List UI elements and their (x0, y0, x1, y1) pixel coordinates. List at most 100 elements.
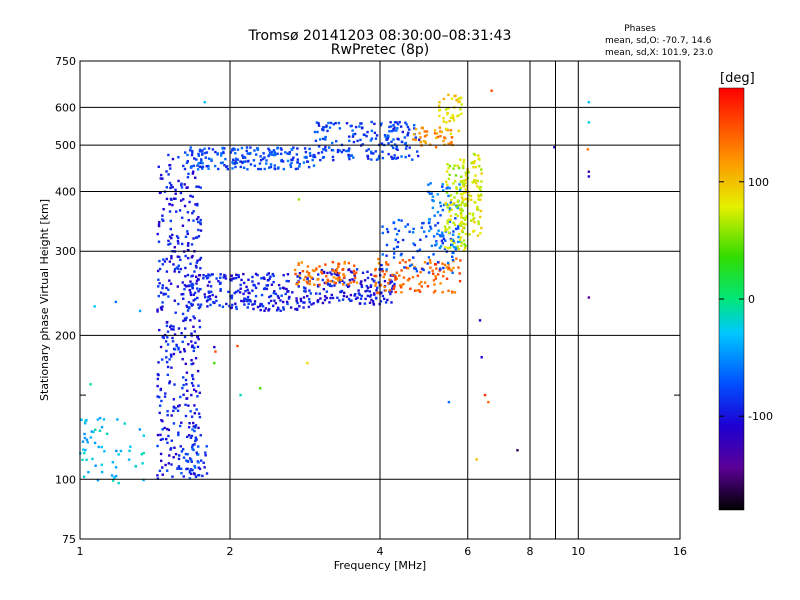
data-point (110, 474, 114, 477)
data-point (186, 160, 190, 163)
data-point (160, 399, 163, 403)
data-point (461, 201, 464, 204)
data-point (390, 129, 394, 133)
data-point (460, 220, 463, 224)
data-point (159, 433, 162, 437)
data-point (420, 285, 424, 288)
data-point (205, 472, 209, 475)
data-point (442, 266, 445, 270)
data-point (453, 291, 457, 294)
data-point (371, 278, 374, 281)
data-point (359, 282, 362, 285)
data-point (196, 204, 199, 207)
data-point (360, 294, 363, 298)
data-point (446, 206, 449, 209)
data-point (204, 451, 207, 454)
data-point (197, 220, 200, 224)
data-point (366, 294, 370, 298)
data-point (448, 210, 451, 213)
data-point (370, 120, 373, 124)
data-point (280, 158, 283, 162)
data-point (307, 165, 311, 169)
data-point (165, 324, 169, 328)
data-point (194, 475, 198, 479)
data-point (335, 277, 338, 280)
data-point (452, 230, 455, 233)
data-point (456, 206, 460, 210)
data-point (384, 301, 388, 304)
data-point (192, 421, 195, 425)
data-point (370, 298, 373, 302)
data-point (286, 152, 289, 155)
data-point (297, 198, 301, 201)
data-point (166, 330, 170, 333)
data-point (163, 426, 166, 430)
data-point (319, 297, 322, 300)
data-point (199, 434, 202, 437)
data-point (83, 432, 86, 436)
data-point (477, 198, 480, 201)
data-point (442, 270, 445, 274)
data-point (256, 305, 260, 309)
data-point (480, 226, 483, 230)
data-point (335, 267, 339, 271)
data-point (190, 434, 194, 438)
data-point (407, 154, 411, 157)
data-point (271, 304, 275, 308)
data-point (360, 285, 364, 289)
data-point (388, 125, 391, 129)
data-point (439, 244, 443, 248)
data-point (198, 467, 202, 471)
data-point (297, 280, 301, 284)
data-point (213, 164, 217, 168)
data-point (399, 125, 403, 128)
data-point (272, 274, 275, 278)
data-point (402, 282, 405, 286)
data-point (173, 299, 176, 302)
data-point (448, 164, 452, 168)
data-point (325, 296, 328, 300)
data-point (182, 376, 185, 379)
data-point (182, 198, 185, 201)
data-point (286, 290, 289, 293)
data-point (460, 186, 463, 190)
data-point (308, 289, 311, 292)
data-point (197, 303, 200, 306)
data-point (186, 244, 190, 247)
data-point (331, 269, 334, 272)
data-point (192, 219, 195, 222)
data-point (180, 183, 183, 187)
data-point (452, 119, 456, 122)
data-point (442, 235, 445, 238)
data-point (112, 476, 116, 479)
data-point (480, 168, 483, 171)
data-point (207, 147, 211, 150)
data-point (193, 291, 197, 295)
data-point (381, 156, 385, 160)
data-point (295, 153, 299, 156)
data-point (235, 290, 238, 294)
data-point (436, 193, 439, 196)
data-point (377, 281, 381, 284)
data-point (269, 299, 273, 303)
data-point (182, 475, 185, 478)
data-point (298, 274, 301, 277)
data-point (368, 301, 372, 304)
data-point (211, 293, 214, 297)
data-point (269, 165, 273, 169)
data-point (300, 261, 304, 264)
data-point (138, 309, 142, 313)
data-point (177, 242, 180, 245)
data-point (190, 460, 193, 463)
data-point (440, 239, 444, 242)
data-point (316, 300, 320, 304)
data-point (279, 152, 283, 156)
data-point (453, 179, 457, 183)
data-point (446, 186, 450, 189)
data-point (302, 306, 305, 309)
data-point (321, 128, 324, 131)
data-point (194, 176, 197, 179)
data-point (456, 240, 460, 244)
data-point (207, 157, 211, 160)
